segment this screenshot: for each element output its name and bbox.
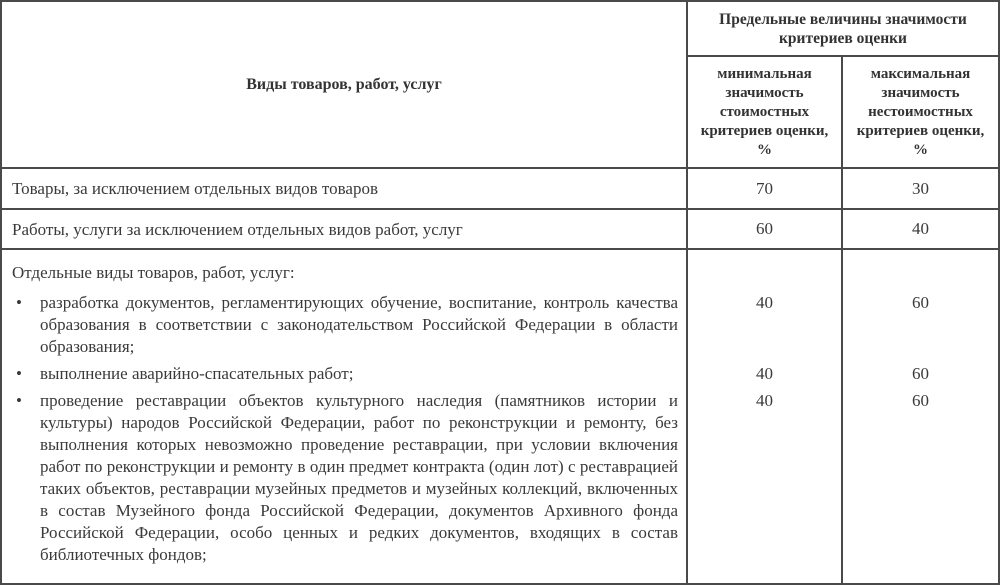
row-separate-types-max-spacer: [843, 250, 998, 285]
bullet-restoration-max-value: 60: [912, 391, 929, 410]
bullet-education-docs-min-value: 40: [688, 285, 843, 358]
bullet-item-restoration: • проведение реставрации объектов культу…: [2, 385, 688, 583]
row-goods-label: Товары, за исключением отдельных видов т…: [2, 169, 688, 210]
col-header-goods-works-services: Виды товаров, работ, услуг: [2, 2, 688, 169]
bullet-item-rescue-works-text: выполнение аварийно-спасательных работ;: [40, 364, 354, 383]
col-header-max-noncost-criteria-label: максимальная значимость нестоимостных кр…: [856, 65, 985, 158]
row-works-services-label: Работы, услуги за исключением отдельных …: [2, 210, 688, 250]
row-goods-max-value: 30: [843, 169, 998, 210]
row-separate-types-min-spacer: [688, 250, 843, 285]
col-group-header-limit-values: Предельные величины значимости критериев…: [688, 2, 998, 57]
row-separate-types-intro: Отдельные виды товаров, работ, услуг:: [2, 250, 688, 285]
col-group-header-limit-values-label: Предельные величины значимости критериев…: [719, 10, 967, 47]
col-header-min-cost-criteria: минимальная значимость стоимостных крите…: [688, 57, 843, 169]
bullet-icon: •: [16, 364, 22, 383]
bullet-rescue-works-min-value: 40: [688, 358, 843, 385]
bullet-icon: •: [16, 391, 22, 410]
bullet-icon: •: [16, 293, 22, 312]
bullet-item-education-docs: • разработка документов, регламентирующи…: [2, 285, 688, 358]
col-header-max-noncost-criteria: максимальная значимость нестоимостных кр…: [843, 57, 998, 169]
row-works-services-min-value: 60: [688, 210, 843, 250]
bullet-education-docs-max-value: 60: [912, 293, 929, 312]
bullet-item-rescue-works: • выполнение аварийно-спасательных работ…: [2, 358, 688, 385]
col-header-min-cost-criteria-label: минимальная значимость стоимостных крите…: [700, 65, 829, 158]
row-goods-min-value: 70: [688, 169, 843, 210]
bullet-item-education-docs-text: разработка документов, регламентирующих …: [40, 293, 678, 356]
row-works-services-max-value: 40: [843, 210, 998, 250]
col-header-goods-works-services-label: Виды товаров, работ, услуг: [246, 76, 442, 93]
bullet-restoration-min-value: 40: [688, 385, 843, 583]
bullet-rescue-works-max-value: 60: [912, 364, 929, 383]
bullet-item-restoration-text: проведение реставрации объектов культурн…: [40, 391, 678, 564]
